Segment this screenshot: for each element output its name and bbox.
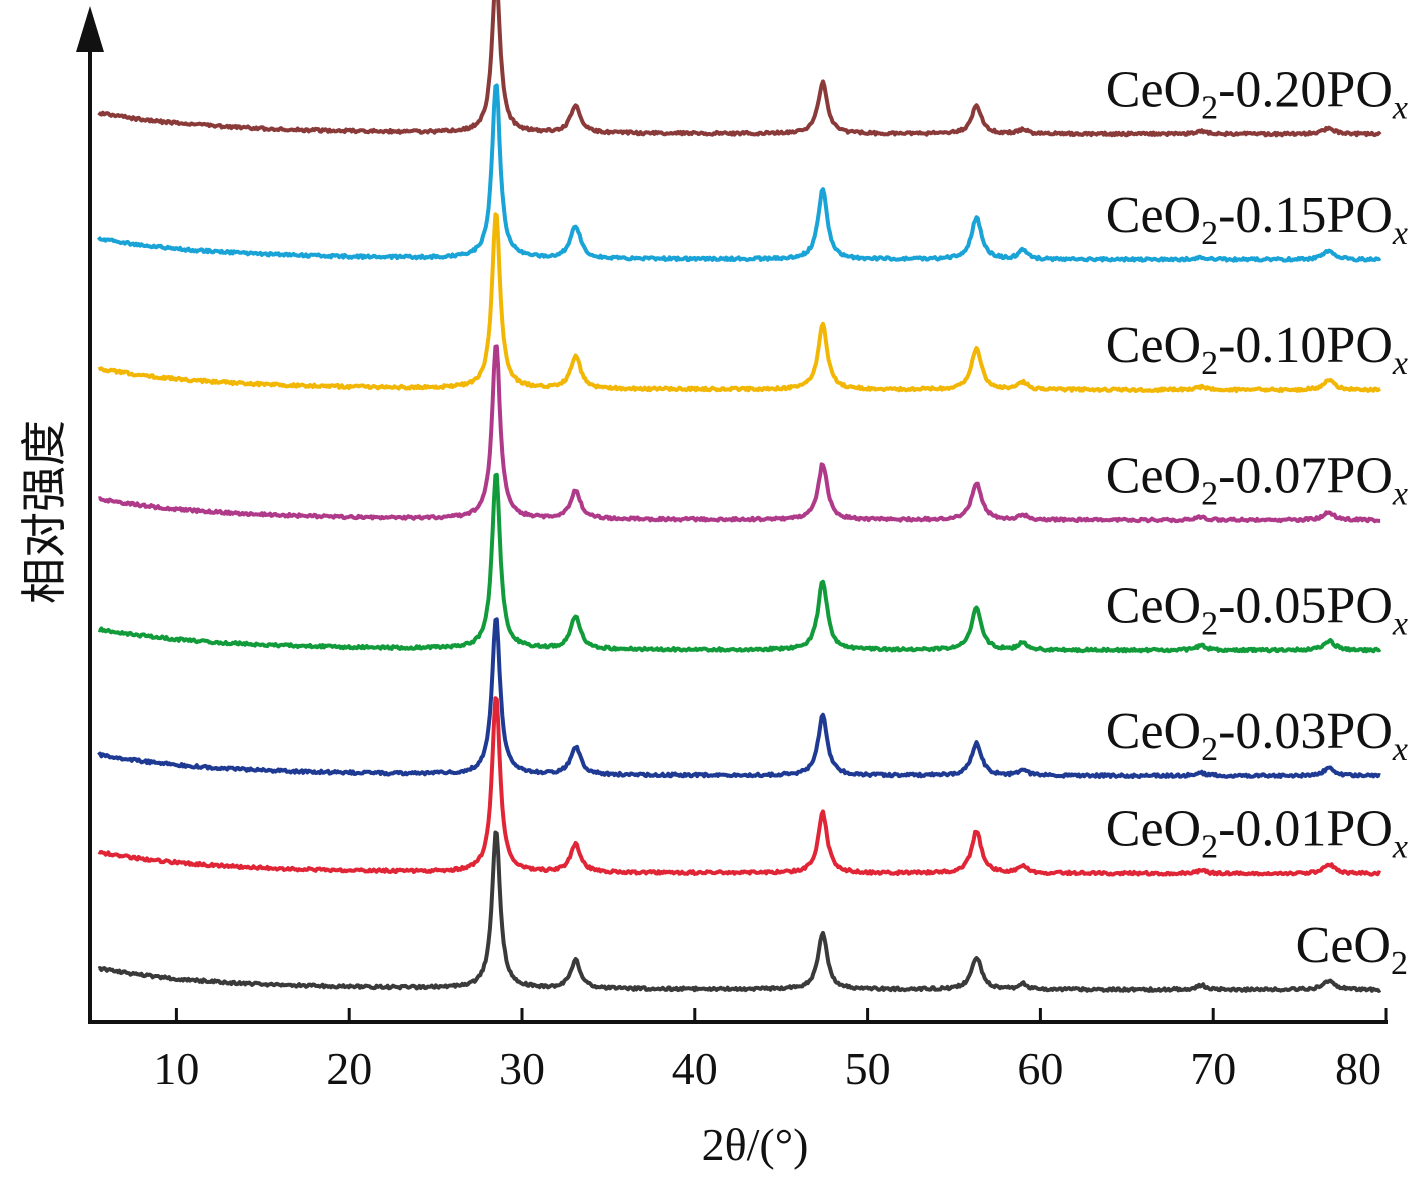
series-label: CeO2-0.15POx: [1106, 187, 1408, 252]
series-line: [96, 83, 1382, 263]
y-axis-arrow: [76, 6, 104, 52]
series-line: [97, 830, 1382, 993]
series-label: CeO2-0.07POx: [1106, 447, 1408, 512]
series-line: [98, 344, 1381, 524]
x-tick-label: 10: [153, 1043, 199, 1094]
series-line: [97, 696, 1382, 877]
series-label: CeO2-0.10POx: [1106, 317, 1408, 382]
x-tick-label: 70: [1190, 1043, 1236, 1094]
series-line: [97, 0, 1382, 138]
x-ticks: 10 20 30 40 50 60 70 80: [153, 1008, 1388, 1094]
x-tick-label: 30: [499, 1043, 545, 1094]
axes: [76, 6, 1388, 1024]
x-tick-label: 80: [1335, 1043, 1381, 1094]
series-label: CeO2: [1296, 917, 1408, 982]
x-tick-label: 60: [1017, 1043, 1063, 1094]
series-line: [97, 212, 1381, 394]
series-label: CeO2-0.03POx: [1106, 703, 1408, 768]
x-tick-label: 20: [326, 1043, 372, 1094]
series-line: [97, 617, 1381, 779]
series-label: CeO2-0.20POx: [1106, 61, 1408, 126]
series-label: CeO2-0.05POx: [1106, 577, 1408, 642]
series-line: [97, 472, 1382, 654]
series-label: CeO2-0.01POx: [1106, 801, 1408, 866]
series-group: [96, 0, 1382, 993]
y-axis-title: 相对强度: [17, 420, 71, 604]
series-labels: CeO2-0.20POx CeO2-0.15POx CeO2-0.10POx CeO2…: [1106, 61, 1408, 982]
x-tick-label: 50: [845, 1043, 891, 1094]
x-tick-label: 40: [672, 1043, 718, 1094]
x-axis-title: 2θ/(°): [702, 1119, 809, 1170]
